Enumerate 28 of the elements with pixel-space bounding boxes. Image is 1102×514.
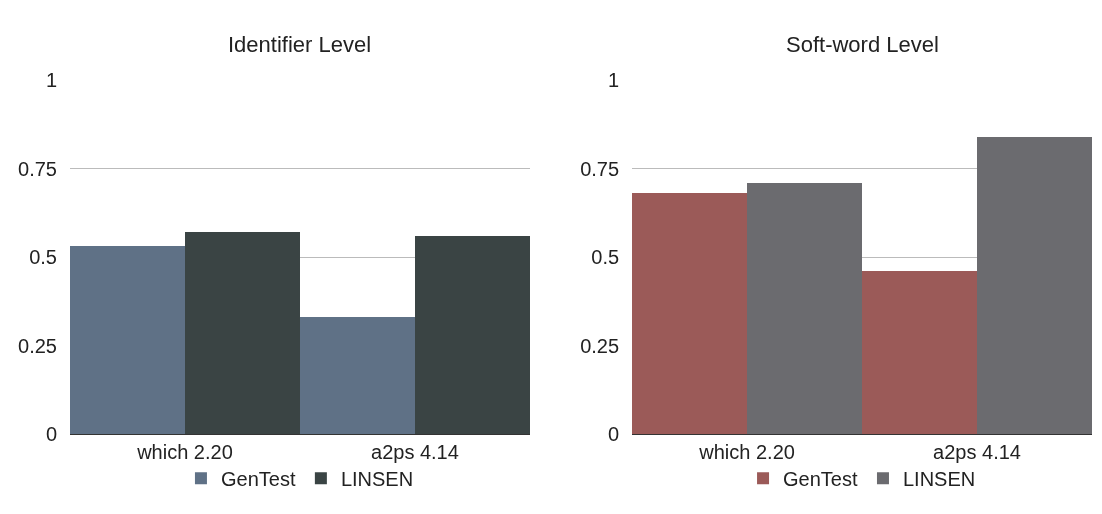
y-tick-label: 0 <box>45 423 57 445</box>
y-tick-label: 0.25 <box>580 334 620 357</box>
legend-label: LINSEN <box>340 468 414 491</box>
legend-label: GenTest <box>220 468 296 491</box>
y-tick-label: 0.5 <box>591 246 620 268</box>
y-tick-label: 0.5 <box>29 246 57 268</box>
bar <box>70 246 185 434</box>
x-tick-label: a2ps 4.14 <box>933 441 1021 463</box>
y-tick-label: 1 <box>45 69 57 91</box>
chart-title: Soft-word Level <box>786 32 939 57</box>
bar <box>747 183 863 434</box>
chart-title: Identifier Level <box>228 32 372 57</box>
bar <box>185 232 300 434</box>
x-tick-label: which 2.20 <box>698 441 795 463</box>
x-tick-label: which 2.20 <box>136 441 233 463</box>
y-tick-label: 0.75 <box>18 157 57 180</box>
bar <box>862 271 978 434</box>
bar <box>632 193 748 434</box>
legend-label: LINSEN <box>902 468 976 491</box>
legend-label: GenTest <box>783 468 858 491</box>
y-tick-label: 0.75 <box>580 157 620 180</box>
bar <box>977 137 1092 434</box>
bar <box>415 236 530 434</box>
y-tick-label: 1 <box>607 69 620 91</box>
bar <box>300 317 415 434</box>
y-tick-label: 0.25 <box>18 334 57 357</box>
y-tick-label: 0 <box>607 423 620 445</box>
x-tick-label: a2ps 4.14 <box>371 441 459 463</box>
